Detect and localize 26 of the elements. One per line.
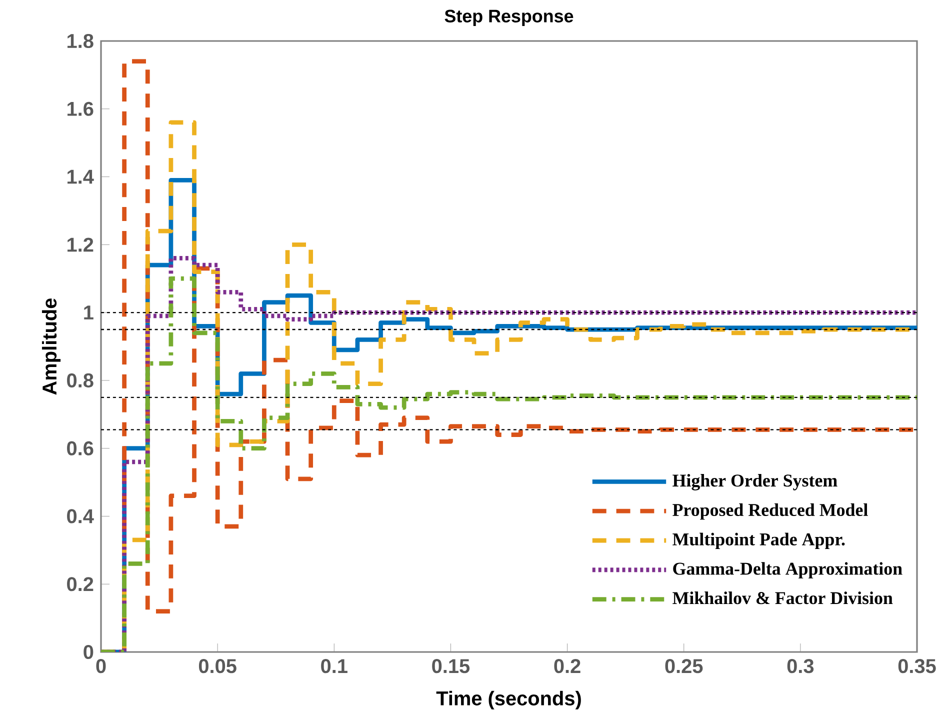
chart-title: Step Response: [444, 10, 574, 26]
x-tick-label: 0.2: [554, 659, 580, 674]
x-tick-label: 0.1: [321, 659, 348, 674]
x-tick-label: 0: [96, 659, 106, 674]
y-tick-label: 1.4: [68, 170, 94, 184]
x-axis-title: Time (seconds): [436, 690, 581, 710]
y-tick-label: 0.6: [67, 441, 94, 456]
y-tick-label: 1.2: [68, 238, 94, 252]
y-tick-label: 0.4: [67, 509, 94, 524]
legend-label: Proposed Reduced Model: [672, 503, 868, 520]
x-tick-label: 0.25: [665, 659, 703, 674]
x-tick-label: 0.05: [198, 659, 236, 674]
y-axis-title: Amplitude: [42, 298, 61, 395]
y-tick-label: 0.2: [67, 577, 94, 592]
y-tick-label: 1: [84, 306, 94, 320]
legend-label: Gamma-Delta Approximation: [673, 562, 902, 578]
x-tick-label: 0.3: [787, 659, 814, 674]
y-tick-label: 1.8: [68, 34, 94, 48]
y-tick-label: 1.6: [68, 102, 94, 116]
legend-label: Higher Order System: [672, 474, 838, 490]
legend-label: Mikhailov & Factor Division: [672, 592, 893, 604]
legend-label: Multipoint Pade Appr.: [672, 532, 845, 550]
x-tick-label: 0.35: [898, 659, 936, 674]
y-tick-label: 0: [84, 644, 94, 660]
y-tick-label: 0.8: [67, 373, 94, 388]
x-tick-label: 0.15: [432, 659, 470, 674]
